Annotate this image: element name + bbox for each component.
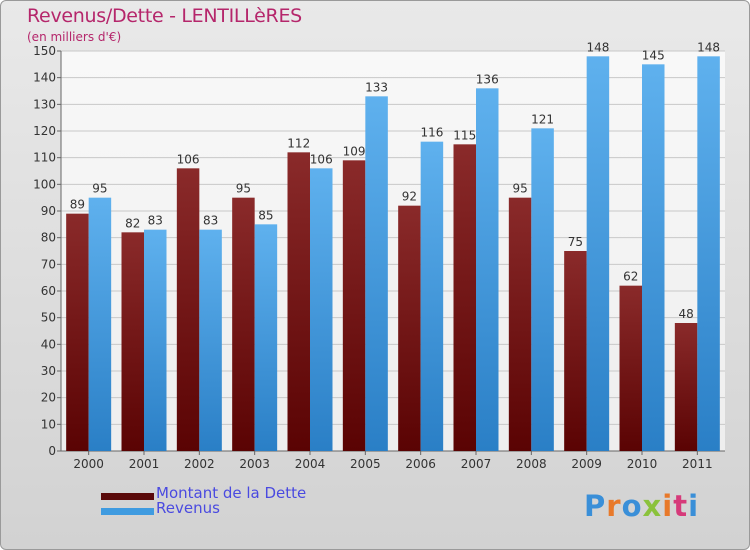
data-label-revenus: 106 [310, 152, 333, 166]
data-label-revenus: 121 [531, 112, 554, 126]
data-label-dette: 106 [177, 152, 200, 166]
logo-letter: o [621, 489, 643, 523]
bar-revenus [476, 88, 499, 451]
x-tick-label: 2006 [405, 457, 436, 471]
y-tick-label: 90 [41, 204, 56, 218]
x-tick-label: 2005 [350, 457, 381, 471]
data-label-revenus: 133 [365, 80, 388, 94]
logo-letter: r [606, 489, 622, 523]
x-tick-label: 2009 [571, 457, 602, 471]
bar-revenus [642, 64, 665, 452]
legend-label-revenus: Revenus [156, 499, 220, 517]
y-tick-label: 40 [41, 337, 56, 351]
bar-dette [398, 205, 421, 451]
y-tick-label: 140 [33, 71, 56, 85]
y-tick-label: 50 [41, 311, 56, 325]
bar-revenus [365, 96, 388, 451]
bar-revenus [88, 197, 112, 451]
y-tick-label: 120 [33, 124, 56, 138]
data-label-dette: 82 [125, 216, 140, 230]
logo-letter: t [673, 489, 689, 523]
data-label-revenus: 148 [586, 40, 609, 54]
data-label-dette: 89 [70, 198, 85, 212]
bar-revenus [310, 168, 333, 452]
bar-revenus [697, 56, 720, 451]
bar-dette [564, 251, 587, 451]
bar-dette [66, 213, 89, 451]
x-tick-label: 2008 [516, 457, 547, 471]
bar-dette [176, 168, 200, 452]
chart-title: Revenus/Dette - LENTILLèRES [27, 5, 302, 27]
y-tick-label: 0 [48, 444, 56, 458]
bar-dette [121, 232, 144, 451]
x-tick-label: 2001 [129, 457, 160, 471]
y-tick-label: 100 [33, 177, 56, 191]
x-tick-label: 2003 [239, 457, 270, 471]
bar-revenus [586, 56, 610, 451]
logo-letter: i [688, 489, 700, 523]
logo-letter: i [662, 489, 674, 523]
legend-label-dette: Montant de la Dette [156, 484, 307, 502]
y-tick-label: 60 [41, 284, 56, 298]
y-tick-label: 10 [41, 417, 56, 431]
x-tick-label: 2011 [682, 457, 713, 471]
y-tick-label: 110 [33, 151, 56, 165]
x-tick-label: 2010 [627, 457, 658, 471]
data-label-dette: 62 [623, 270, 638, 284]
bar-dette [287, 152, 310, 452]
data-label-dette: 75 [568, 235, 583, 249]
bar-dette [342, 160, 366, 452]
x-tick-label: 2007 [461, 457, 492, 471]
y-tick-label: 130 [33, 97, 56, 111]
x-tick-label: 2002 [184, 457, 215, 471]
data-label-dette: 95 [512, 182, 527, 196]
bar-dette [453, 144, 476, 452]
data-label-revenus: 116 [420, 126, 443, 140]
bar-revenus [144, 229, 167, 451]
chart-subtitle: (en milliers d'€) [27, 30, 122, 44]
bar-dette [619, 285, 642, 451]
data-label-dette: 48 [678, 307, 693, 321]
bar-dette [674, 323, 698, 451]
proxiti-logo: Proxiti [584, 489, 699, 523]
y-tick-label: 80 [41, 231, 56, 245]
data-label-revenus: 145 [642, 48, 665, 62]
data-label-dette: 109 [343, 144, 366, 158]
data-label-revenus: 85 [258, 208, 273, 222]
logo-letter: P [584, 489, 607, 523]
data-label-dette: 115 [453, 128, 476, 142]
bar-revenus [199, 229, 222, 451]
bar-dette [232, 197, 255, 451]
y-tick-label: 150 [33, 44, 56, 58]
data-label-revenus: 83 [148, 214, 163, 228]
legend-swatch-dette [101, 493, 154, 500]
data-label-dette: 92 [402, 190, 417, 204]
x-tick-label: 2004 [295, 457, 326, 471]
y-tick-label: 70 [41, 257, 56, 271]
data-label-revenus: 95 [92, 182, 107, 196]
y-tick-label: 20 [41, 391, 56, 405]
y-tick-label: 30 [41, 364, 56, 378]
data-label-revenus: 148 [697, 40, 720, 54]
bar-revenus [531, 128, 554, 451]
data-label-dette: 95 [236, 182, 251, 196]
data-label-revenus: 136 [476, 72, 499, 86]
bar-dette [508, 197, 532, 451]
bar-revenus [254, 224, 278, 451]
legend-swatch-revenus [101, 508, 154, 515]
logo-letter: x [642, 489, 663, 523]
data-label-dette: 112 [287, 136, 310, 150]
plot-area [61, 51, 725, 451]
data-label-revenus: 83 [203, 214, 218, 228]
x-tick-label: 2000 [73, 457, 104, 471]
bar-revenus [420, 141, 444, 451]
